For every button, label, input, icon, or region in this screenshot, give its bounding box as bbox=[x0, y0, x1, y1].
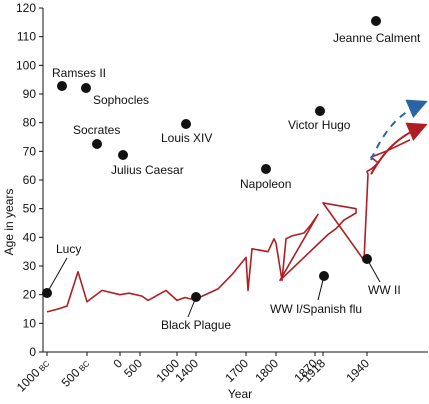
y-tick-label: 30 bbox=[23, 259, 37, 273]
x-tick-label: 1800 bbox=[252, 356, 281, 385]
x-tick-label: 1940 bbox=[343, 356, 372, 385]
label-lucy: Lucy bbox=[56, 242, 81, 256]
label-black-plague: Black Plague bbox=[161, 318, 231, 332]
marker-louis-xiv bbox=[181, 119, 191, 129]
y-tick-label: 50 bbox=[23, 202, 37, 216]
x-tick-label: 1918 bbox=[299, 356, 328, 385]
marker-socrates bbox=[92, 139, 102, 149]
x-tick-label: 500 BC bbox=[59, 356, 93, 390]
label-jeanne-calment: Jeanne Calment bbox=[333, 31, 421, 45]
marker-jeanne-calment bbox=[371, 16, 381, 26]
marker-ramses-ii bbox=[57, 81, 67, 91]
projection-layer bbox=[370, 99, 428, 175]
x-axis-title: Year bbox=[228, 387, 252, 401]
y-tick-label: 90 bbox=[23, 87, 37, 101]
y-tick-label: 20 bbox=[23, 288, 37, 302]
projection-arrow-solid bbox=[370, 122, 428, 175]
y-tick-label: 0 bbox=[29, 345, 36, 359]
x-tick-label: 1000 BC bbox=[14, 356, 52, 394]
y-tick-label: 60 bbox=[23, 173, 37, 187]
axes bbox=[42, 8, 428, 353]
annotation-layer: Lucy Ramses II Sophocles Socrates Julius Cae… bbox=[42, 16, 421, 332]
marker-sophocles bbox=[81, 83, 91, 93]
label-victor-hugo: Victor Hugo bbox=[288, 118, 351, 132]
x-tick-label: 1400 bbox=[172, 356, 201, 385]
y-tick-label: 110 bbox=[17, 30, 36, 44]
marker-victor-hugo bbox=[315, 106, 325, 116]
label-sophocles: Sophocles bbox=[93, 93, 149, 107]
y-tick-label: 100 bbox=[16, 58, 36, 72]
label-socrates: Socrates bbox=[73, 123, 120, 137]
label-ww-i-spanish-flu: WW I/Spanish flu bbox=[270, 302, 362, 316]
projection-arrow-dashed bbox=[370, 99, 428, 161]
label-louis-xiv: Louis XIV bbox=[161, 131, 212, 145]
y-axis-title: Age in years bbox=[2, 189, 16, 256]
x-tick-label: 1700 bbox=[222, 356, 251, 385]
y-tick-label: 40 bbox=[23, 230, 37, 244]
x-tick-label: 500 bbox=[121, 356, 145, 380]
marker-lucy bbox=[42, 288, 52, 298]
marker-ww-i-spanish-flu bbox=[319, 271, 329, 281]
marker-julius-caesar bbox=[118, 150, 128, 160]
y-ticks: 0 10 20 30 40 50 60 70 80 90 100 110 120 bbox=[16, 1, 43, 359]
y-tick-label: 120 bbox=[16, 1, 36, 15]
life-expectancy-line bbox=[46, 139, 411, 313]
marker-napoleon bbox=[261, 164, 271, 174]
marker-ww-ii bbox=[362, 254, 372, 264]
label-napoleon: Napoleon bbox=[240, 177, 291, 191]
y-tick-label: 70 bbox=[23, 144, 37, 158]
label-julius-caesar: Julius Caesar bbox=[111, 163, 184, 177]
series-layer bbox=[46, 139, 411, 313]
label-ww-ii: WW II bbox=[368, 283, 401, 297]
label-ramses-ii: Ramses II bbox=[52, 66, 106, 80]
y-tick-label: 10 bbox=[23, 316, 37, 330]
y-tick-label: 80 bbox=[23, 116, 37, 130]
leader-line-lucy bbox=[46, 257, 68, 294]
marker-black-plague bbox=[191, 292, 201, 302]
